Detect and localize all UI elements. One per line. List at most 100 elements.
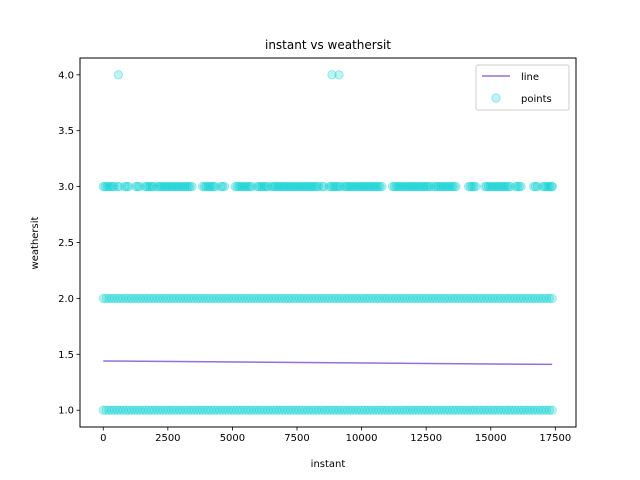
x-tick-label: 5000 — [220, 433, 245, 444]
data-point — [163, 405, 174, 415]
data-point — [235, 405, 245, 415]
data-point — [479, 405, 489, 415]
data-point — [236, 181, 246, 192]
data-point — [206, 293, 217, 304]
data-point — [104, 405, 114, 415]
y-tick-label: 2.0 — [58, 294, 74, 305]
data-point — [529, 181, 539, 192]
x-tick-label: 2500 — [155, 433, 180, 444]
data-point — [215, 293, 225, 304]
data-point — [249, 293, 259, 304]
data-point — [345, 405, 356, 415]
data-point — [297, 405, 307, 415]
data-point — [121, 405, 131, 415]
data-point — [450, 293, 461, 304]
data-point — [365, 293, 376, 304]
data-point — [541, 405, 552, 415]
data-point — [252, 181, 262, 192]
data-point — [445, 181, 456, 192]
data-point — [408, 293, 418, 304]
data-point — [476, 293, 486, 304]
data-point — [418, 181, 429, 192]
data-point — [532, 181, 542, 192]
data-point — [513, 405, 523, 415]
data-point — [257, 293, 268, 304]
data-point — [411, 181, 421, 192]
data-point — [544, 293, 555, 304]
data-point — [411, 405, 421, 415]
data-point — [301, 181, 311, 192]
data-point — [152, 405, 163, 415]
data-point — [382, 405, 393, 415]
data-point — [215, 405, 225, 415]
data-point — [494, 181, 504, 192]
data-point — [277, 293, 287, 304]
x-tick-label: 15000 — [475, 433, 507, 444]
data-point — [344, 181, 354, 192]
data-point — [114, 181, 125, 192]
data-point — [118, 405, 128, 415]
data-point — [141, 405, 151, 415]
data-point — [362, 293, 373, 304]
data-point — [360, 181, 371, 192]
data-point — [146, 405, 157, 415]
data-point — [152, 181, 163, 192]
data-point — [345, 293, 356, 304]
data-point — [433, 293, 444, 304]
data-point — [174, 181, 184, 192]
data-point — [146, 293, 157, 304]
data-point — [122, 181, 132, 192]
data-point — [385, 405, 395, 415]
data-point — [109, 405, 120, 415]
data-point — [127, 405, 137, 415]
data-point — [249, 405, 259, 415]
data-point — [462, 405, 472, 415]
data-point — [149, 181, 159, 192]
data-point — [422, 293, 432, 304]
data-point — [234, 181, 244, 192]
data-point — [328, 181, 338, 192]
data-point — [107, 181, 118, 192]
data-point — [480, 181, 490, 192]
data-point — [147, 181, 157, 192]
data-point — [320, 405, 330, 415]
data-point — [124, 405, 134, 415]
data-point — [257, 181, 268, 192]
data-point — [107, 405, 117, 415]
data-point — [438, 181, 448, 192]
data-point — [419, 405, 430, 415]
data-point — [519, 405, 529, 415]
data-point — [485, 405, 495, 415]
data-point — [442, 293, 452, 304]
data-point — [180, 181, 190, 192]
data-point — [200, 293, 211, 304]
data-point — [433, 181, 443, 192]
data-point — [485, 293, 495, 304]
data-point — [303, 405, 313, 415]
data-point — [268, 181, 278, 192]
data-point — [98, 181, 109, 192]
data-point — [496, 405, 506, 415]
data-point — [331, 293, 341, 304]
data-point — [275, 181, 286, 192]
data-point — [178, 405, 188, 415]
data-point — [181, 293, 191, 304]
data-point — [397, 181, 407, 192]
data-point — [112, 293, 123, 304]
data-point — [232, 293, 242, 304]
data-point — [252, 293, 262, 304]
data-point — [220, 293, 231, 304]
data-point — [397, 405, 407, 415]
data-point — [354, 293, 364, 304]
data-point — [425, 293, 435, 304]
data-point — [530, 405, 540, 415]
data-point — [294, 405, 305, 415]
data-point — [536, 293, 546, 304]
data-point — [189, 293, 199, 304]
data-point — [507, 293, 518, 304]
data-point — [178, 181, 188, 192]
data-point — [416, 181, 427, 192]
data-point — [102, 181, 112, 192]
data-point — [533, 405, 543, 415]
data-point — [217, 293, 228, 304]
